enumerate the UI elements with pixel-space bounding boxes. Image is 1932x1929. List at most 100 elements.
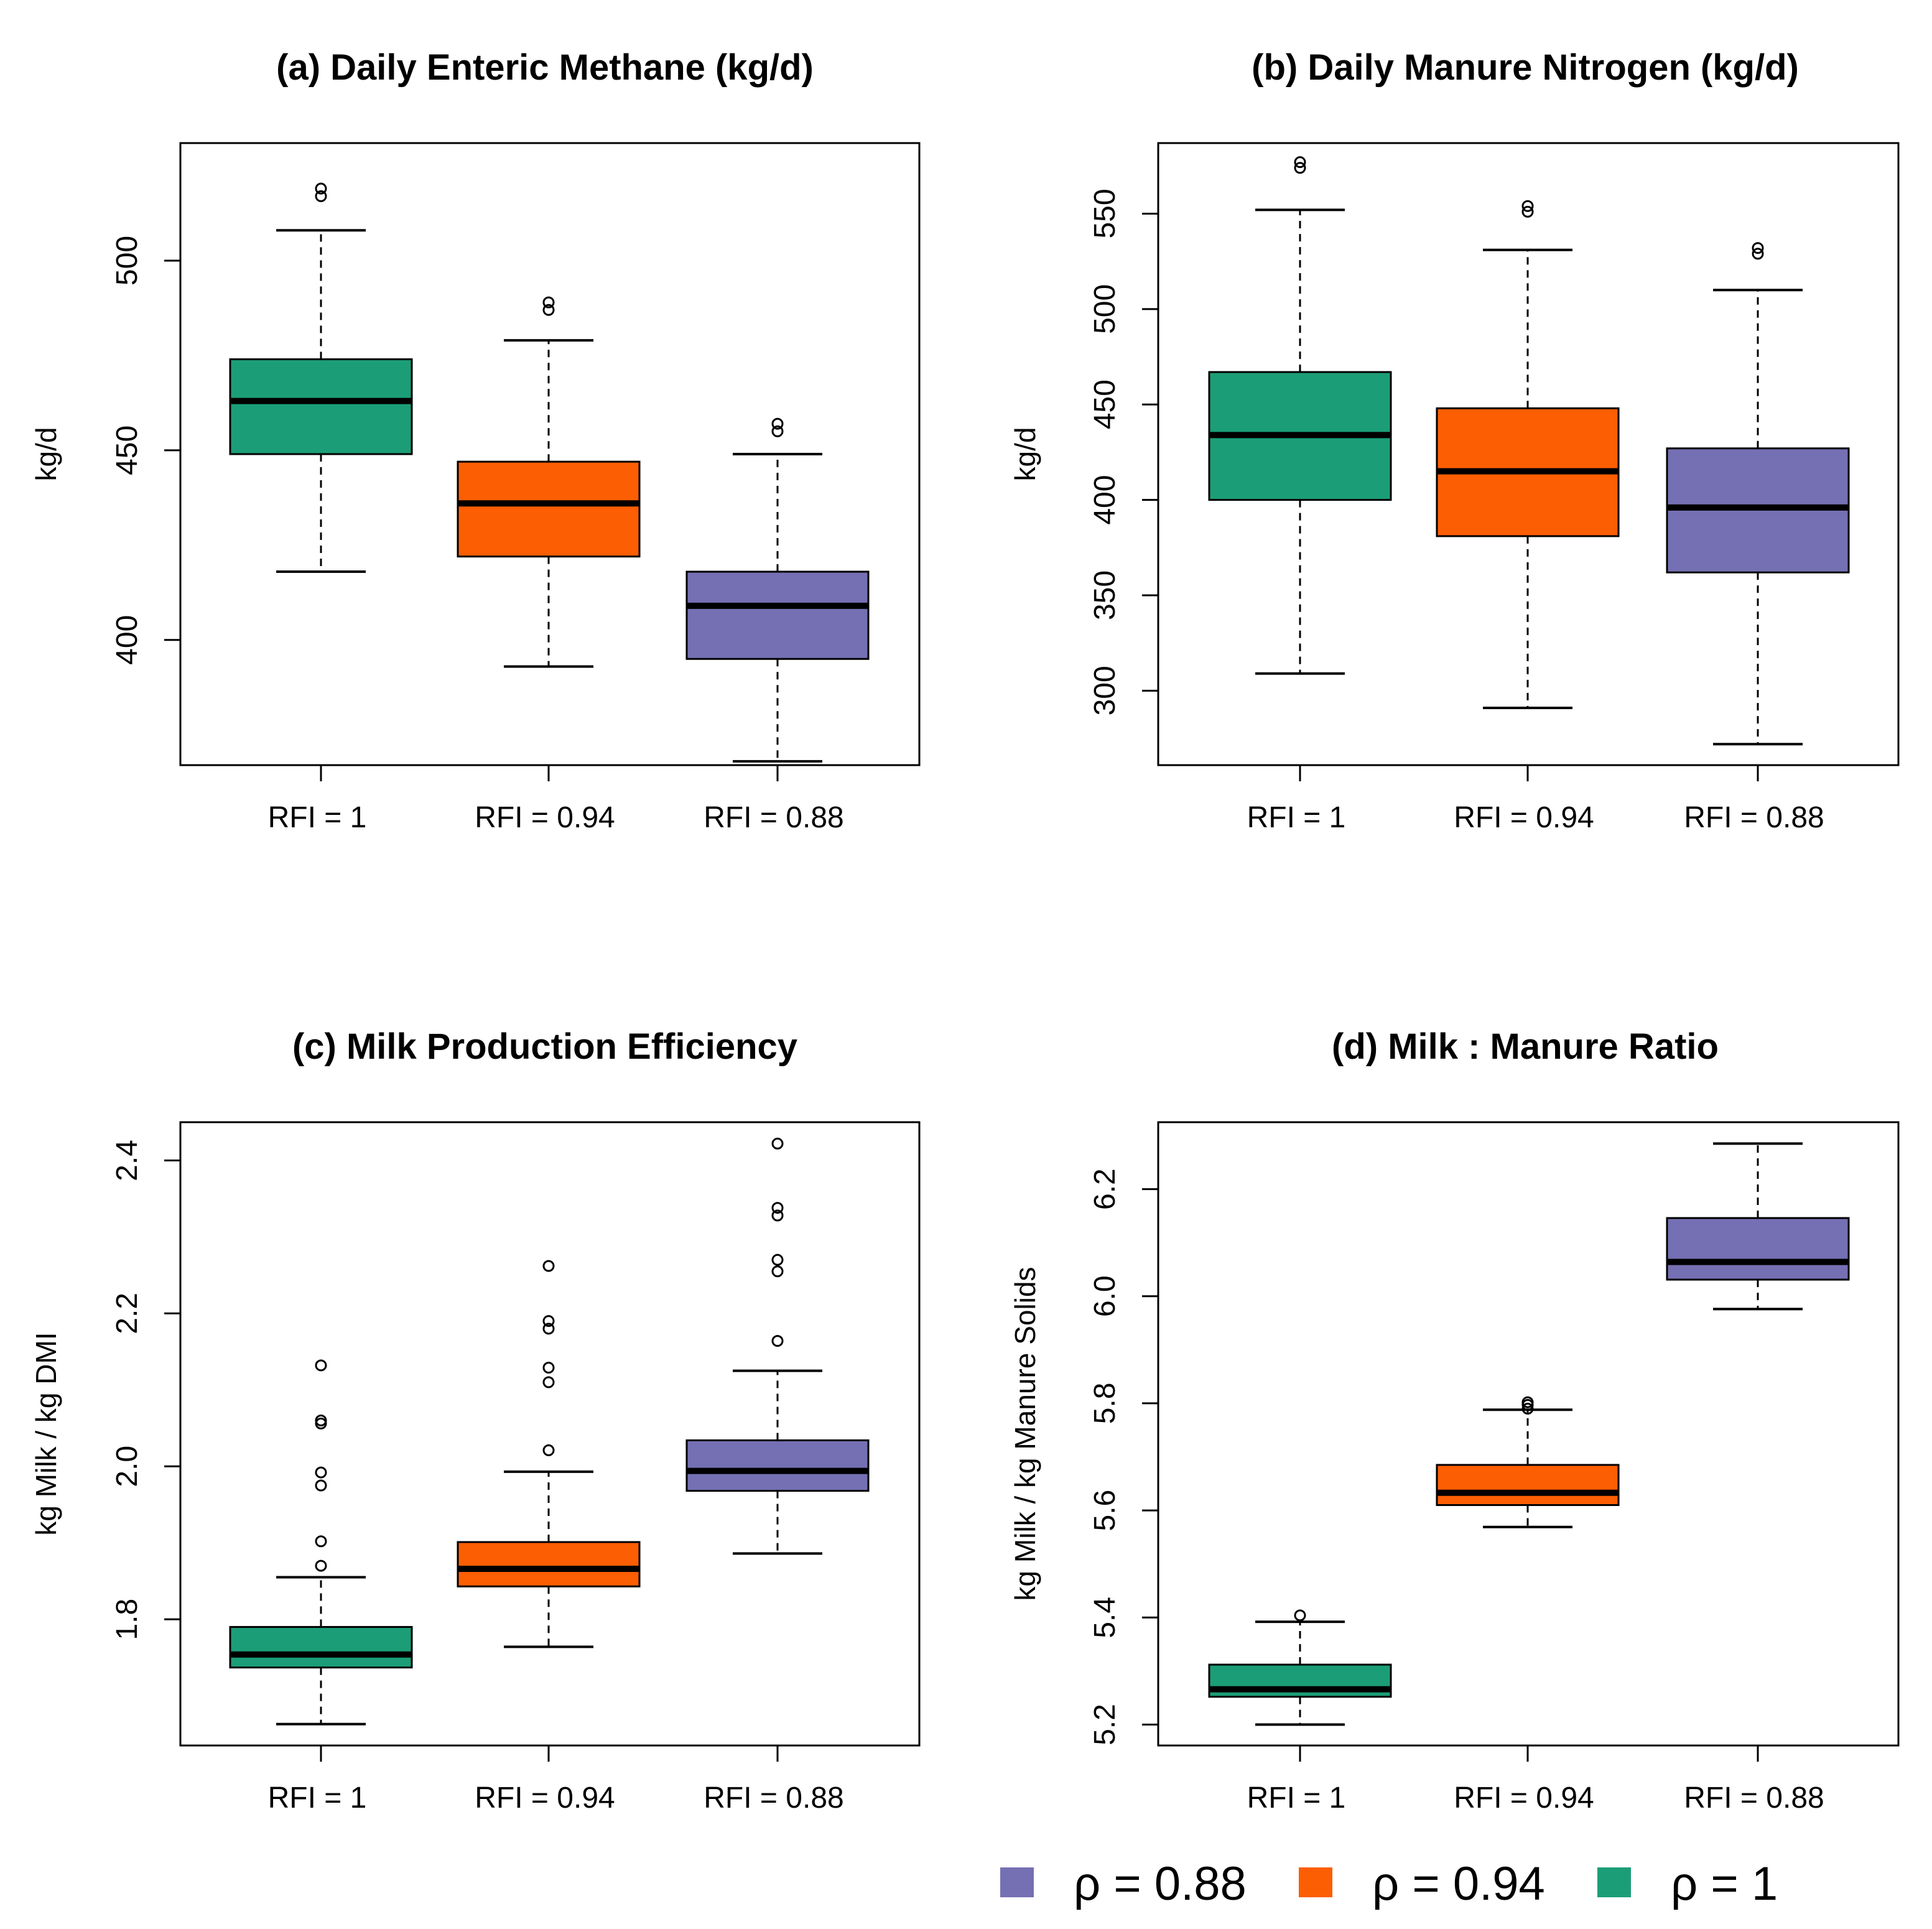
box-2 [457,296,641,668]
outlier-point [315,1559,327,1572]
panel-title: (d) Milk : Manure Ratio [1332,1026,1719,1067]
panel-title: (c) Milk Production Efficiency [292,1026,797,1067]
y-tick-label: 2.4 [111,1140,144,1181]
panel-title: (b) Daily Manure Nitrogen (kg/d) [1252,47,1799,88]
outlier-point [542,1322,555,1335]
y-tick-label: 300 [1089,666,1122,715]
outlier-point [771,1209,784,1222]
y-tick-label: 2.0 [111,1446,144,1487]
outlier-point [1521,200,1534,212]
box-2 [457,1260,641,1648]
outlier-point [315,1535,327,1548]
x-tick-label: RFI = 0.88 [1684,801,1824,834]
outlier-point [771,1137,784,1150]
y-tick-label: 6.2 [1089,1168,1122,1210]
panel-ratio: (d) Milk : Manure Ratio 5.2 5.4 5.6 5.8 6.0 6.… [1009,1026,1900,1815]
y-tick-label: 550 [1089,188,1122,238]
box-1 [1208,156,1392,675]
y-axis-label: kg/d [1009,427,1041,481]
legend-item: ρ = 0.94 [1299,1857,1545,1910]
outlier-point [771,1202,784,1214]
x-tick-label: RFI = 0.94 [475,1782,615,1815]
box-3 [685,417,870,763]
outlier-point [315,1466,327,1479]
x-tick-label: RFI = 0.88 [1684,1782,1824,1815]
box-2 [1436,200,1620,709]
y-tick-label: 400 [111,615,144,665]
outlier-point [542,1376,555,1388]
outlier-point [1521,1396,1534,1408]
outlier-point [1294,162,1306,174]
y-tick-label: 5.6 [1089,1490,1122,1532]
box-1 [1208,1609,1392,1726]
x-tick-label: RFI = 0.94 [1454,801,1594,834]
box-1 [229,1359,413,1726]
iqr-box [1666,1217,1850,1281]
y-tick-label: 5.2 [1089,1704,1122,1745]
x-tick-label: RFI = 1 [268,1782,367,1815]
legend-item: ρ = 1 [1597,1857,1778,1910]
y-tick-label: 5.4 [1089,1597,1122,1638]
y-tick-label: 450 [111,425,144,475]
box-3 [1666,1142,1850,1311]
outlier-point [315,182,327,195]
x-tick-label: RFI = 0.94 [1454,1782,1594,1815]
outlier-point [1521,1403,1534,1415]
outlier-point [315,190,327,202]
y-tick-label: 2.2 [111,1293,144,1334]
panel-nitrogen: (b) Daily Manure Nitrogen (kg/d) 300 350 40… [1009,47,1900,834]
legend-swatch [1000,1867,1034,1897]
outlier-point [1521,205,1534,218]
outlier-point [542,1315,555,1327]
box-1 [229,182,413,574]
outlier-point [771,1253,784,1266]
box-3 [685,1137,870,1555]
legend-label: ρ = 0.94 [1372,1857,1545,1910]
x-tick-label: RFI = 1 [268,801,367,834]
iqr-box [685,1439,870,1492]
iqr-box [229,1625,413,1669]
y-tick-label: 500 [111,236,144,286]
box-2 [1436,1396,1620,1528]
y-axis-label: kg/d [30,427,62,481]
outlier-point [315,1479,327,1492]
y-tick-label: 350 [1089,570,1122,620]
outlier-point [771,1335,784,1347]
outlier-point [771,425,784,437]
y-tick-label: 5.8 [1089,1383,1122,1425]
outlier-point [1294,1609,1306,1622]
y-axis-label: kg Milk / kg DMI [30,1332,62,1535]
outlier-point [315,1359,327,1372]
iqr-box [1436,1464,1620,1506]
panel-methane: (a) Daily Enteric Methane (kg/d) 400 450 50… [30,47,921,834]
legend-item: ρ = 0.88 [1000,1857,1247,1910]
y-tick-label: 450 [1089,379,1122,429]
x-tick-label: RFI = 1 [1247,1782,1346,1815]
outlier-point [542,296,555,309]
legend-label: ρ = 1 [1671,1857,1778,1910]
x-tick-label: RFI = 0.94 [475,801,615,834]
iqr-box [457,1541,641,1587]
outlier-point [1752,248,1764,260]
y-tick-label: 6.0 [1089,1275,1122,1317]
legend-label: ρ = 0.88 [1074,1857,1247,1910]
outlier-point [771,417,784,430]
legend-swatch [1597,1867,1631,1897]
outlier-point [1294,156,1306,169]
y-tick-label: 1.8 [111,1599,144,1640]
outlier-point [542,304,555,316]
outlier-point [542,1260,555,1272]
y-tick-label: 500 [1089,284,1122,334]
outlier-point [315,1414,327,1426]
y-axis-label: kg Milk / kg Manure Solids [1009,1267,1041,1601]
panel-efficiency: (c) Milk Production Efficiency 1.8 2.0 2.2 2… [30,1026,921,1815]
y-tick-label: 400 [1089,475,1122,525]
x-tick-label: RFI = 1 [1247,801,1346,834]
legend-swatch [1299,1867,1332,1897]
iqr-box [229,358,413,455]
x-tick-label: RFI = 0.88 [704,801,843,834]
x-tick-label: RFI = 0.88 [704,1782,843,1815]
panel-title: (a) Daily Enteric Methane (kg/d) [276,47,814,88]
plot-frame [179,142,921,766]
